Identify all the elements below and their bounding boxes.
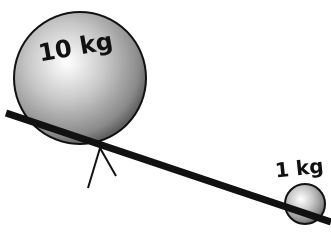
lever-diagram: 10 kg 1 kg <box>0 0 331 242</box>
fulcrum-left <box>88 148 100 188</box>
light-ball-label: 1 kg <box>274 154 325 183</box>
